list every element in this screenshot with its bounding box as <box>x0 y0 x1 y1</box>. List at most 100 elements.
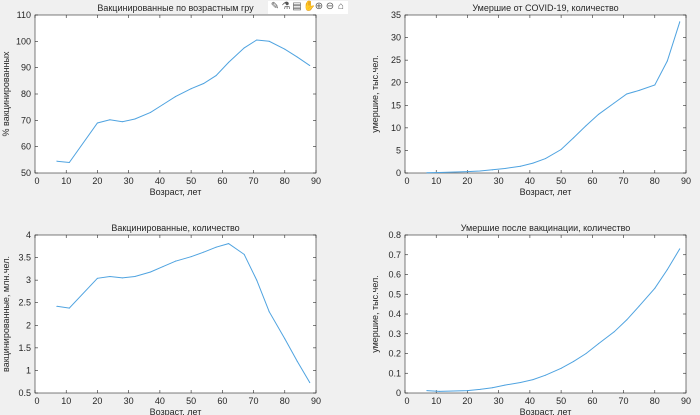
data-point <box>96 277 98 279</box>
x-tick-label: 30 <box>494 396 504 406</box>
data-point <box>296 360 298 362</box>
axes-box[interactable] <box>34 234 317 394</box>
axes-box[interactable] <box>404 14 687 174</box>
y-axis-label: умершие, тыс.чел. <box>370 275 380 353</box>
y-tick-label: 80 <box>21 89 31 99</box>
data-point <box>68 161 70 163</box>
data-point <box>228 243 230 245</box>
y-tick-label: 0.1 <box>388 368 401 378</box>
data-point <box>426 172 428 174</box>
data-point <box>284 48 286 50</box>
data-point <box>638 89 640 91</box>
data-point <box>532 379 534 381</box>
x-tick-label: 20 <box>92 176 102 186</box>
data-point <box>491 169 493 171</box>
y-tick-label: 10 <box>391 123 401 133</box>
x-tick-label: 50 <box>186 396 196 406</box>
brush-icon[interactable]: ✎ <box>270 1 280 12</box>
data-point <box>121 277 123 279</box>
data-point <box>545 158 546 160</box>
datatip-icon[interactable]: ⚗ <box>281 1 291 12</box>
data-point <box>679 248 681 250</box>
x-tick-label: 80 <box>650 396 660 406</box>
subplot-3: 0 10 20 30 40 50 60 70 80 90 0.5 1 1.5 2 2.5 3 3.5 4 Вакци… <box>1 223 321 415</box>
data-point <box>520 165 522 167</box>
y-tick-label: 1 <box>26 365 31 375</box>
data-point <box>532 162 534 164</box>
data-point <box>56 160 58 162</box>
data-point <box>68 307 70 309</box>
data-point <box>175 260 176 262</box>
y-tick-label: 60 <box>21 142 31 152</box>
subplot-4: 0 10 20 30 40 50 60 70 80 90 0 0.1 0.2 0.3 0.4 0.5 0.6 0.… <box>370 223 691 415</box>
data-point <box>121 121 123 123</box>
data-point <box>560 149 562 151</box>
chart-title: Умершие от COVID-19, количество <box>472 3 618 13</box>
data-point <box>162 266 164 268</box>
y-axis-label: умершие, тыс.чел. <box>370 55 380 133</box>
y-tick-label: 30 <box>391 33 401 43</box>
y-tick-label: 35 <box>391 10 401 20</box>
data-point <box>479 170 481 172</box>
data-point <box>626 93 628 95</box>
x-tick-label: 70 <box>619 176 629 186</box>
data-point <box>520 382 522 384</box>
data-point <box>190 88 192 90</box>
x-tick-label: 10 <box>61 176 71 186</box>
axes-toolbar: ✎ ⚗ ▤ ✋ ⊕ ⊖ ⌂ <box>268 1 348 14</box>
zoom-in-icon[interactable]: ⊕ <box>314 1 324 12</box>
data-point <box>585 125 587 127</box>
x-tick-label: 0 <box>404 176 409 186</box>
y-tick-label: 110 <box>17 10 31 20</box>
data-point <box>243 47 245 49</box>
data-point <box>296 56 298 58</box>
x-tick-label: 10 <box>61 396 71 406</box>
x-tick-label: 40 <box>155 396 165 406</box>
x-tick-label: 20 <box>462 396 472 406</box>
y-tick-label: 100 <box>16 36 31 46</box>
data-point <box>162 104 164 106</box>
pan-icon[interactable]: ✋ <box>303 1 316 12</box>
axes-box[interactable] <box>404 234 687 394</box>
data-point <box>96 122 98 124</box>
data-point <box>598 343 600 345</box>
chart-title: Вакцинированные, количество <box>111 223 239 233</box>
y-tick-label: 0.4 <box>388 309 401 319</box>
y-tick-label: 3.5 <box>18 253 31 263</box>
y-tick-label: 15 <box>391 100 401 110</box>
x-tick-label: 80 <box>650 176 660 186</box>
home-icon[interactable]: ⌂ <box>337 1 345 12</box>
data-point <box>598 113 600 115</box>
subplot-2: 0 10 20 30 40 50 60 70 80 90 0 5 10 15 20 25 30 35 Умершие… <box>370 3 691 197</box>
x-tick-label: 10 <box>431 396 441 406</box>
data-point <box>466 390 468 392</box>
data-point <box>573 360 575 362</box>
x-tick-label: 90 <box>311 396 321 406</box>
data-point <box>256 279 258 281</box>
y-tick-label: 0.8 <box>388 230 401 240</box>
zoom-out-icon[interactable]: ⊖ <box>325 1 335 12</box>
y-tick-label: 0 <box>396 168 401 178</box>
x-tick-label: 30 <box>124 396 134 406</box>
x-tick-label: 40 <box>155 176 165 186</box>
data-point <box>134 118 136 120</box>
x-tick-label: 40 <box>525 396 535 406</box>
x-axis-label: Возраст, лет <box>520 187 572 197</box>
y-tick-label: 25 <box>391 55 401 65</box>
x-tick-label: 70 <box>619 396 629 406</box>
data-point <box>654 287 656 289</box>
x-tick-label: 90 <box>681 176 691 186</box>
chart-title: Умершие после вакцинации, количество <box>461 223 631 233</box>
axes-box[interactable] <box>34 14 317 174</box>
data-point <box>666 269 668 271</box>
legend-icon[interactable]: ▤ <box>292 1 302 12</box>
x-tick-label: 0 <box>34 396 39 406</box>
data-point <box>638 305 640 307</box>
y-tick-label: 0.5 <box>18 388 31 398</box>
data-point <box>585 353 587 354</box>
y-tick-label: 3 <box>26 275 31 285</box>
x-tick-label: 60 <box>587 396 597 406</box>
y-tick-label: 2.5 <box>18 298 31 308</box>
data-point <box>309 382 311 384</box>
x-tick-label: 30 <box>124 176 134 186</box>
